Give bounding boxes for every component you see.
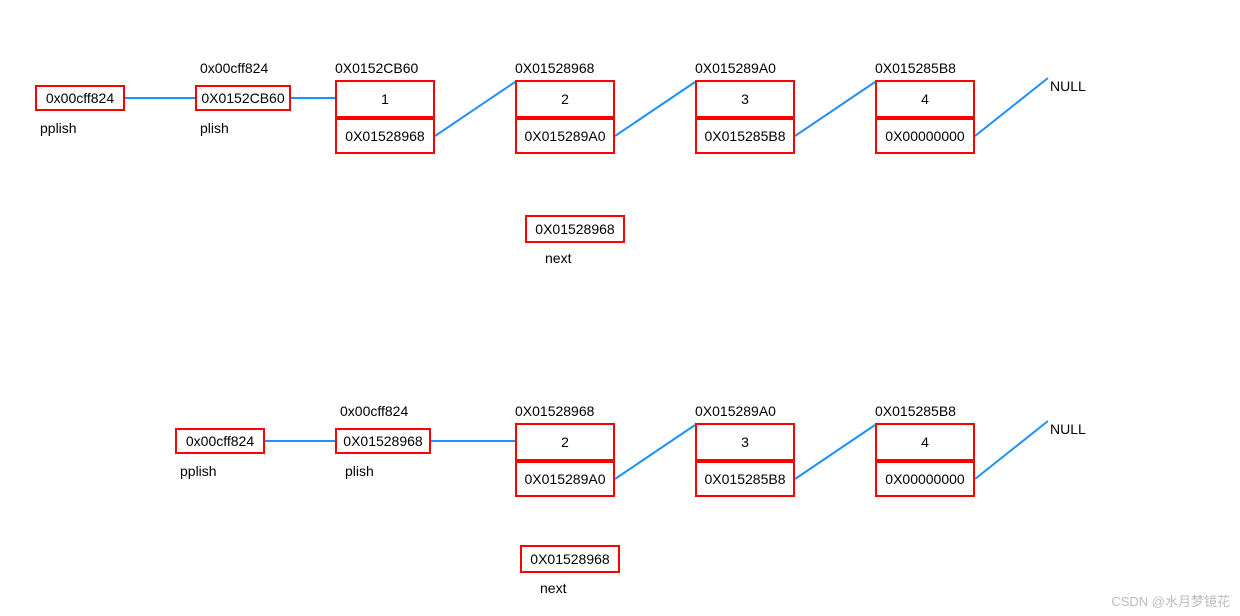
top-node2-next: 0X015285B8 bbox=[695, 118, 795, 154]
top-node3-value: 4 bbox=[875, 80, 975, 118]
top-nextbox: 0X01528968 bbox=[525, 215, 625, 243]
top-node1-addr: 0X01528968 bbox=[515, 60, 594, 76]
top-pplish-box: 0x00cff824 bbox=[35, 85, 125, 111]
bottom-node1-next: 0X015285B8 bbox=[695, 461, 795, 497]
top-nextbox-label: next bbox=[545, 250, 571, 266]
top-plish-label: plish bbox=[200, 120, 229, 136]
bottom-node0-next: 0X015289A0 bbox=[515, 461, 615, 497]
top-node0-value: 1 bbox=[335, 80, 435, 118]
top-node3-next: 0X00000000 bbox=[875, 118, 975, 154]
top-node0-next: 0X01528968 bbox=[335, 118, 435, 154]
top-node1-value: 2 bbox=[515, 80, 615, 118]
top-node2-addr: 0X015289A0 bbox=[695, 60, 776, 76]
top-plish-box: 0X0152CB60 bbox=[195, 85, 291, 111]
bottom-node2-value: 4 bbox=[875, 423, 975, 461]
bottom-node0-addr: 0X01528968 bbox=[515, 403, 594, 419]
bottom-nextbox-label: next bbox=[540, 580, 566, 596]
bottom-plish-label: plish bbox=[345, 463, 374, 479]
watermark: CSDN @水月梦镜花 bbox=[1111, 591, 1230, 610]
bottom-node1-value: 3 bbox=[695, 423, 795, 461]
bottom-pplish-label: pplish bbox=[180, 463, 217, 479]
bottom-node1-addr: 0X015289A0 bbox=[695, 403, 776, 419]
bottom-null: NULL bbox=[1050, 421, 1086, 437]
bottom-node2-addr: 0X015285B8 bbox=[875, 403, 956, 419]
bottom-pplish-box: 0x00cff824 bbox=[175, 428, 265, 454]
top-node0-addr: 0X0152CB60 bbox=[335, 60, 418, 76]
top-node2-value: 3 bbox=[695, 80, 795, 118]
top-node1-next: 0X015289A0 bbox=[515, 118, 615, 154]
top-node3-addr: 0X015285B8 bbox=[875, 60, 956, 76]
top-pplish-label: pplish bbox=[40, 120, 77, 136]
top-plish-addr: 0x00cff824 bbox=[200, 60, 268, 76]
top-null: NULL bbox=[1050, 78, 1086, 94]
bottom-plish-box: 0X01528968 bbox=[335, 428, 431, 454]
bottom-plish-addr: 0x00cff824 bbox=[340, 403, 408, 419]
bottom-node0-value: 2 bbox=[515, 423, 615, 461]
bottom-node2-next: 0X00000000 bbox=[875, 461, 975, 497]
bottom-nextbox: 0X01528968 bbox=[520, 545, 620, 573]
